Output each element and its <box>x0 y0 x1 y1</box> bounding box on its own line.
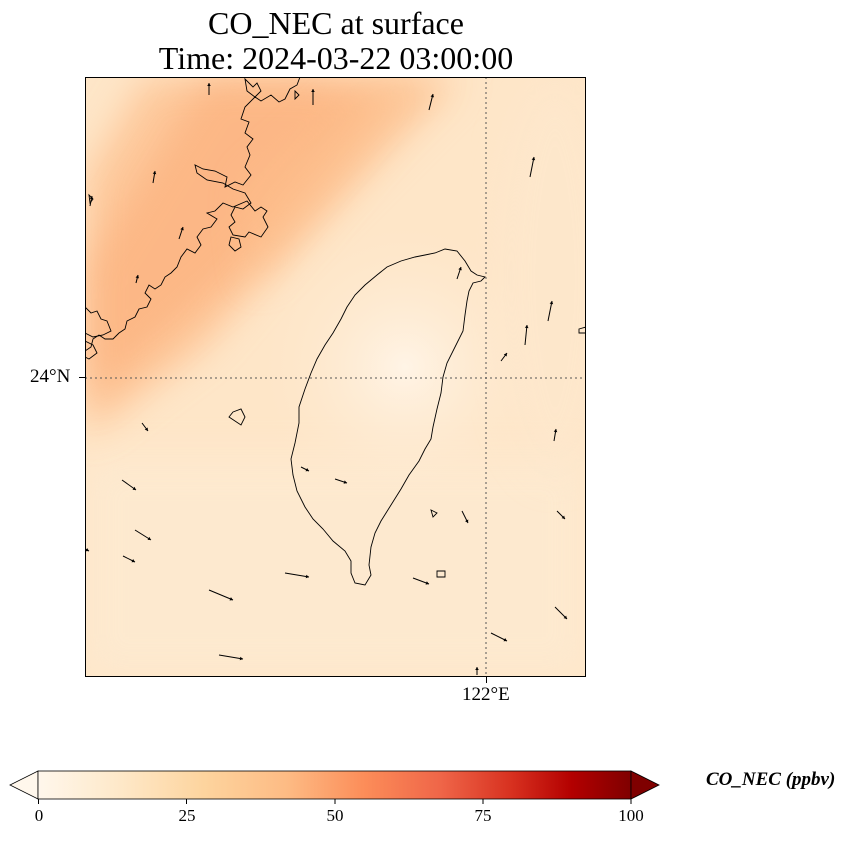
colorbar-tick-0: 0 <box>34 806 44 825</box>
wind-arrow <box>461 510 469 524</box>
colorbar <box>0 760 858 836</box>
wind-arrow <box>556 510 566 520</box>
wind-arrow <box>85 548 90 552</box>
wind-arrow <box>524 324 529 346</box>
wind-arrow <box>311 89 315 105</box>
wind-arrow <box>121 479 137 491</box>
wind-arrow <box>529 156 536 178</box>
map-title: CO_NEC at surface <box>208 5 464 41</box>
wind-arrow <box>89 195 94 207</box>
colorbar-tick-25: 25 <box>178 806 196 825</box>
wind-vectors <box>85 83 568 675</box>
concentration-field <box>85 77 586 677</box>
wind-arrow <box>334 478 348 484</box>
wind-arrow <box>456 266 462 280</box>
wind-arrow <box>428 93 435 111</box>
colorbar-tick-50: 50 <box>326 806 344 825</box>
colorbar-tick-100: 100 <box>618 806 644 825</box>
mainland-coastline <box>85 77 301 352</box>
wind-arrow <box>135 274 140 284</box>
colorbar-unit-label: CO_NEC (ppbv) <box>706 769 836 790</box>
gridlines <box>85 77 586 677</box>
wind-arrow <box>547 300 554 322</box>
map-time: Time: 2024-03-22 03:00:00 <box>158 40 514 76</box>
wind-arrow <box>208 589 234 601</box>
lat-label-24n: 24°N <box>30 366 71 387</box>
colorbar-gradient <box>37 770 632 800</box>
wind-arrow <box>218 654 244 661</box>
colorbar-extend-low <box>9 770 39 800</box>
wind-arrow <box>141 422 149 432</box>
wind-arrow <box>500 352 508 362</box>
map-plot-area <box>85 77 586 677</box>
taiwan-coastline <box>290 248 486 586</box>
wind-arrow <box>412 577 430 585</box>
wind-arrow <box>300 466 310 472</box>
wind-arrow <box>284 572 310 579</box>
lon-label-122e: 122°E <box>462 684 510 705</box>
wind-arrow <box>178 226 184 240</box>
colorbar-extend-high <box>630 770 660 800</box>
colorbar-tick-75: 75 <box>474 806 492 825</box>
lon-tick <box>486 677 487 683</box>
wind-arrow <box>475 667 479 675</box>
lat-tick <box>79 377 85 378</box>
wind-arrow <box>122 555 136 563</box>
wind-arrow <box>490 632 508 642</box>
wind-arrow <box>152 170 157 184</box>
wind-arrow <box>207 83 211 95</box>
wind-arrow <box>554 606 568 620</box>
wind-arrow <box>553 428 558 442</box>
wind-arrow <box>134 529 152 541</box>
